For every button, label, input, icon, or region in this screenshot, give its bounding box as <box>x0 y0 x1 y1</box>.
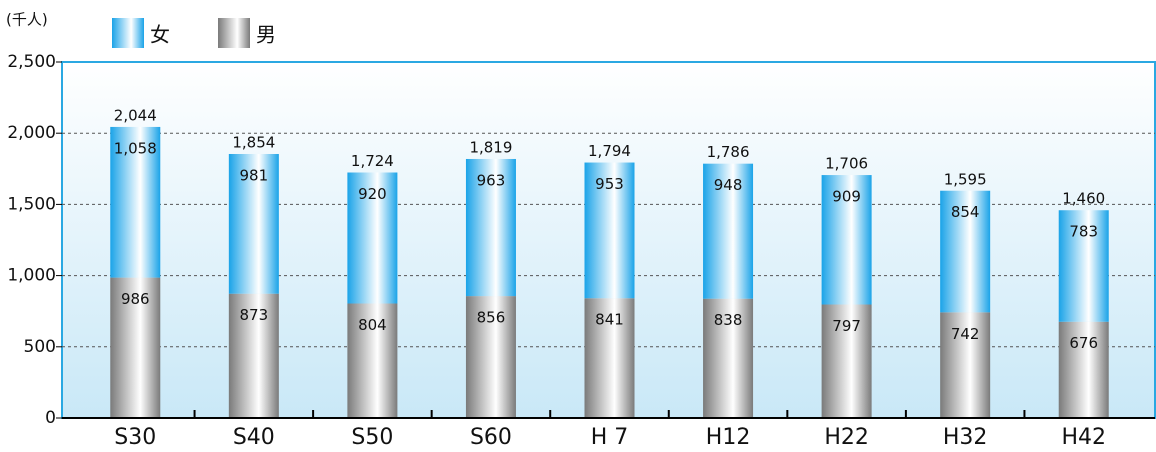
legend-swatch <box>218 18 250 48</box>
total-label: 1,460 <box>1062 190 1105 208</box>
value-label: 804 <box>358 316 387 334</box>
value-label: 920 <box>358 185 387 203</box>
y-tick-label: 1,000 <box>7 266 56 286</box>
bar-segment <box>110 126 161 278</box>
total-label: 1,854 <box>232 133 275 151</box>
bar-segment <box>347 172 398 304</box>
value-label: 783 <box>1069 223 1098 241</box>
total-label: 1,794 <box>588 142 631 160</box>
value-label: 1,058 <box>114 139 157 157</box>
value-label: 854 <box>951 203 980 221</box>
bar-segment <box>1058 210 1109 322</box>
bar-segment <box>228 293 279 418</box>
value-label: 841 <box>595 311 624 329</box>
bar-segment <box>940 312 991 418</box>
bar-segment <box>584 162 635 299</box>
x-tick-label: H22 <box>824 425 869 450</box>
value-label: 948 <box>714 176 743 194</box>
value-label: 856 <box>477 309 506 327</box>
value-label: 986 <box>121 290 150 308</box>
y-tick-label: 1,500 <box>7 194 56 214</box>
bar-segment <box>465 158 516 297</box>
bar-segment <box>940 190 991 313</box>
value-label: 797 <box>832 317 861 335</box>
bar-segment <box>347 303 398 418</box>
total-label: 1,706 <box>825 155 868 173</box>
value-label: 981 <box>240 166 269 184</box>
legend-label: 女 <box>150 23 170 47</box>
y-tick-label: 2,500 <box>7 52 56 72</box>
legend-label: 男 <box>256 23 276 47</box>
total-label: 1,786 <box>707 143 750 161</box>
y-axis-label: (千人) <box>6 11 48 29</box>
legend-swatch <box>112 18 144 48</box>
bar-segment <box>465 296 516 418</box>
bar-segment <box>110 277 161 418</box>
value-label: 963 <box>477 171 506 189</box>
y-tick-label: 500 <box>24 337 56 357</box>
total-label: 1,724 <box>351 152 394 170</box>
value-label: 742 <box>951 325 980 343</box>
x-tick-label: H42 <box>1061 425 1106 450</box>
value-label: 838 <box>714 311 743 329</box>
x-tick-label: H12 <box>706 425 751 450</box>
bar-segment <box>703 298 754 418</box>
bar-segment <box>584 298 635 418</box>
x-tick-label: S40 <box>233 425 275 450</box>
bar-segment <box>821 304 872 418</box>
value-label: 873 <box>240 306 269 324</box>
value-label: 909 <box>832 188 861 206</box>
value-label: 953 <box>595 175 624 193</box>
x-tick-label: S60 <box>470 425 512 450</box>
total-label: 2,044 <box>114 106 157 124</box>
bar-segment <box>703 163 754 299</box>
x-tick-label: S50 <box>351 425 393 450</box>
bar-segment <box>228 153 279 294</box>
x-tick-label: H 7 <box>591 425 629 450</box>
total-label: 1,819 <box>469 138 512 156</box>
bar-segment <box>821 175 872 305</box>
bar-segment <box>1058 321 1109 418</box>
x-tick-label: S30 <box>114 425 156 450</box>
y-tick-label: 2,000 <box>7 123 56 143</box>
x-tick-label: H32 <box>943 425 988 450</box>
y-tick-label: 0 <box>45 408 56 428</box>
total-label: 1,595 <box>944 170 987 188</box>
value-label: 676 <box>1069 334 1098 352</box>
